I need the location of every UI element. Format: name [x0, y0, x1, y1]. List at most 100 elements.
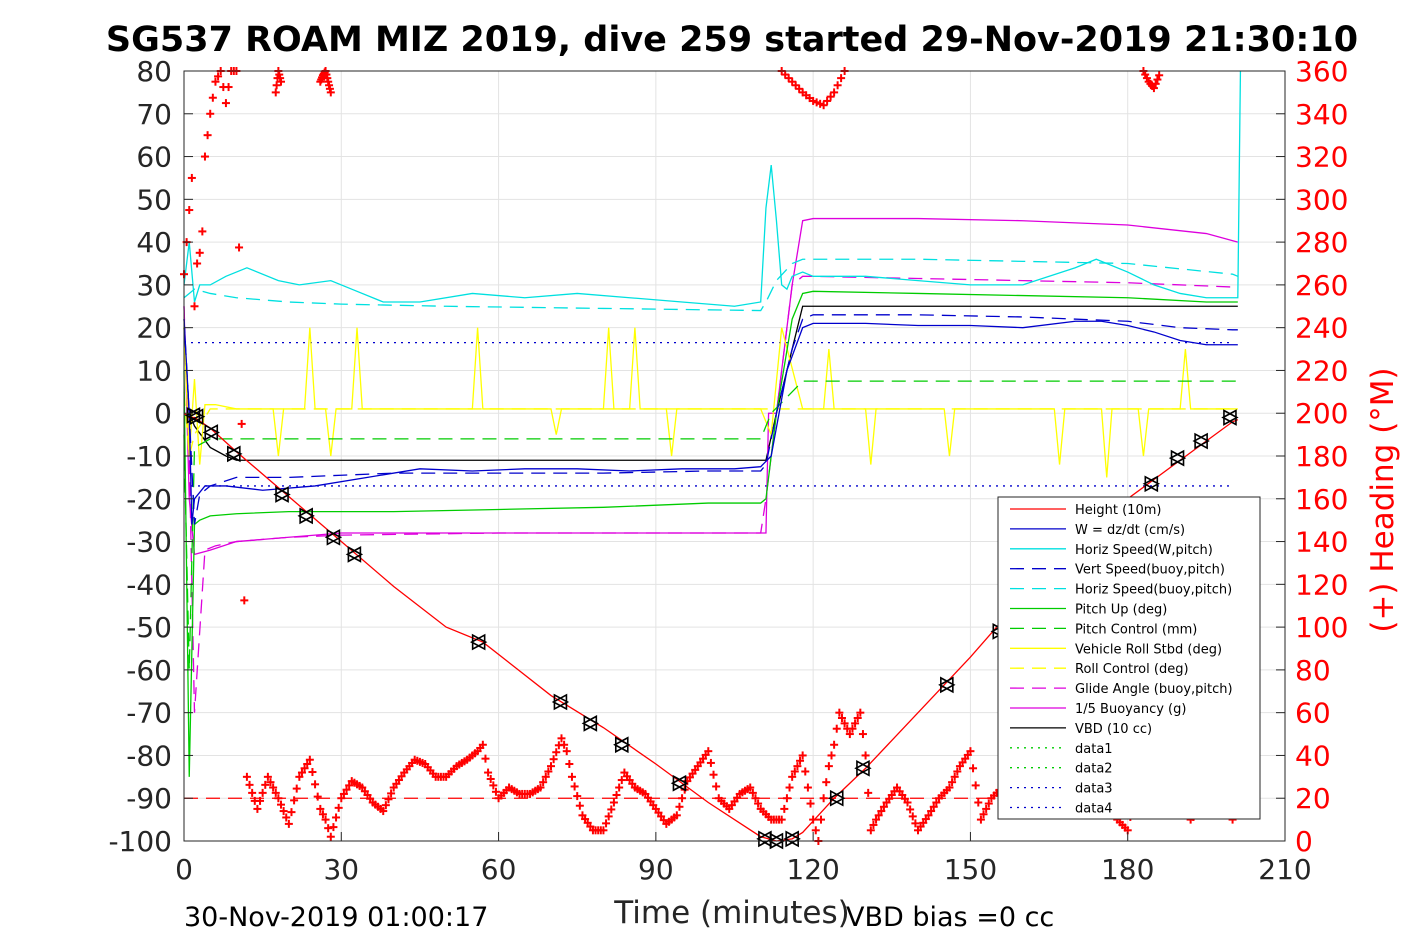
- heading-point: [782, 794, 791, 803]
- heading-point: [211, 77, 220, 86]
- heading-point: [536, 783, 545, 792]
- heading-point: [971, 781, 980, 790]
- heading-point: [324, 824, 333, 833]
- heading-point: [806, 799, 815, 808]
- heading-point: [976, 815, 985, 824]
- y2-tick-label: 300: [1295, 183, 1348, 216]
- heading-point: [562, 747, 571, 756]
- heading-point: [830, 740, 839, 749]
- series-horiz-speed-w-pitch: [183, 70, 1242, 307]
- legend-label-data3: data3: [1075, 782, 1113, 797]
- heading-point: [484, 768, 493, 777]
- heading-point: [478, 740, 487, 749]
- heading-point: [486, 774, 495, 783]
- heading-point: [822, 778, 831, 787]
- heading-point: [258, 788, 267, 797]
- heading-point: [190, 302, 199, 311]
- heading-point: [266, 778, 275, 787]
- heading-point: [345, 781, 354, 790]
- heading-point: [835, 708, 844, 717]
- series-pitch-control-mm: [183, 380, 1238, 670]
- heading-point: [751, 794, 760, 803]
- heading-point: [203, 131, 212, 140]
- y2-tick-label: 20: [1295, 782, 1331, 815]
- heading-point: [271, 788, 280, 797]
- x-tick-label: 30: [323, 853, 359, 886]
- heading-point: [672, 811, 681, 820]
- series-w-dz-dt-cm-s: [183, 319, 1238, 525]
- y2-tick-label: 40: [1295, 739, 1331, 772]
- heading-point: [284, 819, 293, 828]
- heading-point: [777, 815, 786, 824]
- x-tick-label: 210: [1258, 853, 1311, 886]
- heading-point: [305, 755, 314, 764]
- heading-point: [785, 783, 794, 792]
- heading-point: [790, 767, 799, 776]
- y2-tick-label: 0: [1295, 825, 1313, 858]
- x-axis-label: Time (minutes): [613, 895, 849, 931]
- heading-point: [1149, 84, 1158, 93]
- legend-label-roll-control-deg: Roll Control (deg): [1075, 662, 1189, 677]
- heading-point: [851, 719, 860, 728]
- heading-point: [826, 92, 835, 101]
- heading-point: [950, 772, 959, 781]
- heading-point: [793, 762, 802, 771]
- heading-point: [861, 751, 870, 760]
- series-1-5-buoyancy-g: [183, 217, 1238, 556]
- footer-timestamp: 30-Nov-2019 01:00:17: [184, 902, 488, 933]
- heading-point: [832, 724, 841, 733]
- x-tick-label: 180: [1101, 853, 1154, 886]
- heading-point: [185, 206, 194, 215]
- height-marker: [297, 507, 315, 525]
- y-tick-label: 30: [136, 269, 172, 302]
- heading-point: [539, 778, 548, 787]
- heading-point: [823, 96, 832, 105]
- heading-point: [948, 778, 957, 787]
- y2-tick-label: 100: [1295, 611, 1348, 644]
- heading-point: [384, 795, 393, 804]
- heading-point: [824, 762, 833, 771]
- legend-label-glide-angle-buoy-pitch: Glide Angle (buoy,pitch): [1075, 682, 1233, 697]
- series-glide-angle-buoy-pitch: [183, 275, 1238, 713]
- heading-point: [316, 804, 325, 813]
- heading-point: [612, 791, 621, 800]
- heading-point: [292, 784, 301, 793]
- y2-tick-label: 220: [1295, 354, 1348, 387]
- heading-point: [269, 783, 278, 792]
- height-marker: [551, 693, 570, 711]
- heading-point: [874, 811, 883, 820]
- heading-point: [261, 780, 270, 789]
- heading-point: [245, 780, 254, 789]
- heading-point: [567, 772, 576, 781]
- heading-point: [552, 748, 561, 757]
- heading-point: [329, 823, 338, 832]
- y2-tick-label: 320: [1295, 141, 1348, 174]
- height-marker: [581, 715, 600, 732]
- y-tick-label: -20: [126, 483, 172, 516]
- y2-tick-label: 120: [1295, 568, 1348, 601]
- heading-point: [853, 714, 862, 723]
- heading-point: [811, 826, 820, 835]
- heading-point: [290, 796, 299, 805]
- y-tick-label: -40: [126, 568, 172, 601]
- heading-point: [337, 794, 346, 803]
- legend-label-vehicle-roll-stbd-deg: Vehicle Roll Stbd (deg): [1075, 642, 1222, 657]
- x-tick-label: 60: [481, 853, 517, 886]
- series-pitch-up-deg: [183, 290, 1238, 777]
- heading-point: [602, 819, 611, 828]
- heading-point: [489, 781, 498, 790]
- y-tick-label: 50: [136, 183, 172, 216]
- heading-point: [866, 826, 875, 835]
- heading-point: [974, 798, 983, 807]
- height-marker: [1168, 449, 1187, 467]
- heading-point: [856, 708, 865, 717]
- heading-point: [908, 812, 917, 821]
- y-tick-label: -50: [126, 611, 172, 644]
- heading-point: [617, 776, 626, 785]
- heading-point: [704, 747, 713, 756]
- heading-point: [318, 810, 327, 819]
- heading-point: [837, 714, 846, 723]
- y2-tick-label: 260: [1295, 269, 1348, 302]
- heading-point: [326, 88, 335, 97]
- heading-point: [263, 772, 272, 781]
